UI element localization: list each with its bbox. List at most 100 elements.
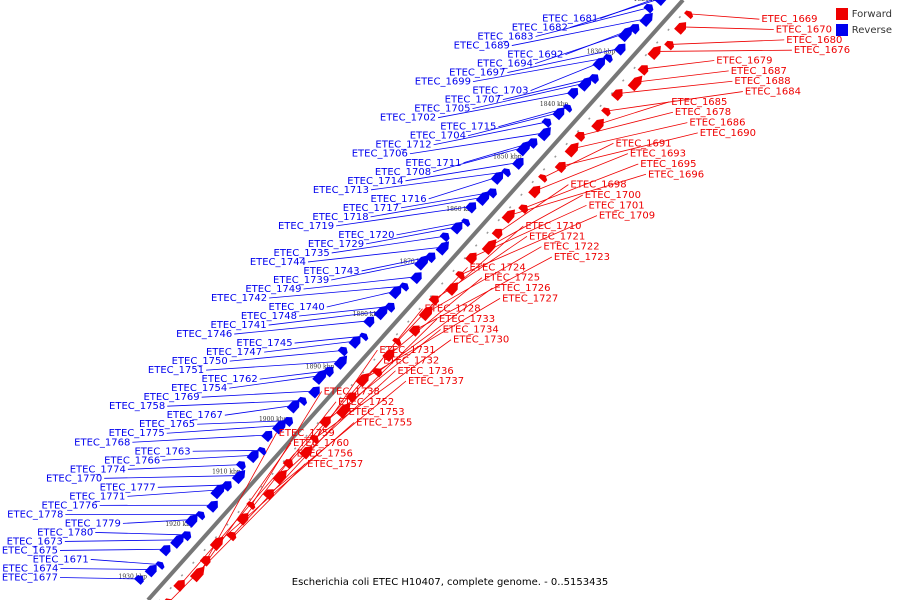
gene-arrow [235, 461, 246, 471]
leader-line [166, 425, 281, 434]
gene-label: ETEC_1682 [512, 23, 568, 34]
gene-arrow [428, 295, 439, 306]
gene-label: ETEC_1765 [139, 419, 195, 430]
gene-label: ETEC_1690 [700, 128, 756, 139]
gene-arrow [408, 325, 420, 337]
gene-label: ETEC_1739 [273, 275, 329, 286]
feature-tick [305, 434, 308, 438]
leader-line [234, 320, 371, 335]
gene-label: ETEC_1683 [477, 32, 533, 43]
gene-label: ETEC_1752 [338, 397, 394, 408]
gene-label: ETEC_1714 [347, 176, 403, 187]
gene-label: ETEC_1669 [761, 14, 817, 25]
leader-line [467, 112, 561, 137]
gene-label: ETEC_1706 [352, 149, 408, 160]
gene-label: ETEC_1675 [2, 545, 58, 556]
leader-line [229, 349, 344, 362]
feature-tick [259, 485, 263, 488]
gene-label: ETEC_1749 [245, 284, 301, 295]
gene-arrow [308, 386, 320, 399]
gene-arrow [373, 305, 388, 321]
gene-label: ETEC_1728 [424, 304, 480, 315]
gene-label: ETEC_1694 [477, 59, 533, 70]
leader-line [281, 370, 396, 477]
leader-line [561, 132, 698, 167]
leader-line [60, 568, 153, 570]
feature-tick [610, 91, 614, 95]
gene-label: ETEC_1774 [70, 464, 126, 475]
gene-label: ETEC_1685 [671, 97, 727, 108]
gene-label: ETEC_1733 [439, 314, 495, 325]
gene-label: ETEC_1762 [202, 374, 258, 385]
gene-arrow [512, 157, 524, 170]
leader-line [409, 132, 546, 155]
gene-arrow [490, 171, 504, 185]
leader-line [618, 80, 733, 94]
gene-arrow [567, 88, 579, 100]
gene-arrow [257, 446, 267, 456]
gene-arrow [637, 65, 649, 76]
gene-arrow [588, 74, 599, 85]
leader-line [232, 411, 347, 536]
gene-label: ETEC_1703 [472, 86, 528, 97]
feature-tick [361, 371, 365, 374]
feature-tick [588, 117, 591, 120]
feature-tick [531, 180, 534, 184]
gene-arrow [382, 349, 395, 363]
gene-label: ETEC_1736 [398, 366, 454, 377]
feature-tick [373, 358, 376, 361]
gene-label: ETEC_1716 [370, 194, 426, 205]
gene-label: ETEC_1753 [348, 407, 404, 418]
gene-label: ETEC_1760 [293, 438, 349, 449]
leader-line [606, 91, 743, 112]
gene-label: ETEC_1737 [408, 376, 464, 387]
legend-reverse: Reverse [835, 24, 892, 36]
gene-arrow [664, 40, 675, 51]
leader-line [307, 246, 445, 263]
gene-arrow [355, 373, 370, 388]
leader-line [405, 162, 520, 182]
gene-label: ETEC_1697 [449, 68, 505, 79]
gene-arrow [236, 512, 249, 526]
gene-arrow [272, 419, 287, 435]
leader-line [580, 111, 674, 136]
gene-arrow [372, 368, 383, 378]
gene-label: ETEC_1767 [167, 410, 223, 421]
gene-arrow [323, 366, 334, 378]
feature-tick [180, 574, 184, 577]
gene-label: ETEC_1730 [453, 335, 509, 346]
gene-arrow [603, 53, 613, 64]
gene-label: ETEC_1699 [415, 77, 471, 88]
gene-arrow [170, 533, 185, 549]
gene-arrow [189, 566, 205, 583]
gene-label: ETEC_1754 [171, 383, 227, 394]
gene-label: ETEC_1711 [405, 158, 461, 169]
gene-label: ETEC_1709 [599, 211, 655, 222]
gene-label: ETEC_1710 [525, 221, 581, 232]
gene-arrow [221, 481, 232, 492]
gene-label: ETEC_1692 [507, 50, 563, 61]
feature-tick [384, 345, 387, 349]
gene-label: ETEC_1708 [375, 167, 431, 178]
leader-line [127, 489, 220, 497]
gene-arrow [363, 316, 375, 328]
gene-label: ETEC_1722 [543, 242, 599, 253]
gene-arrow [516, 140, 531, 157]
leader-line [524, 163, 639, 209]
gene-label: ETEC_1779 [65, 518, 121, 529]
gene-label: ETEC_1681 [542, 14, 598, 25]
feature-tick [576, 130, 580, 133]
gene-label: ETEC_1724 [470, 262, 526, 273]
gene-label: ETEC_1741 [210, 320, 266, 331]
leader-line [331, 260, 424, 281]
gene-arrow [155, 561, 165, 570]
feature-tick [316, 421, 319, 425]
leader-line [307, 349, 378, 452]
feature-tick [622, 79, 625, 82]
legend-forward: Forward [835, 8, 892, 20]
gene-label: ETEC_1747 [206, 347, 262, 358]
gene-arrow [282, 459, 294, 470]
gene-arrow [173, 579, 185, 592]
leader-line [636, 70, 729, 83]
